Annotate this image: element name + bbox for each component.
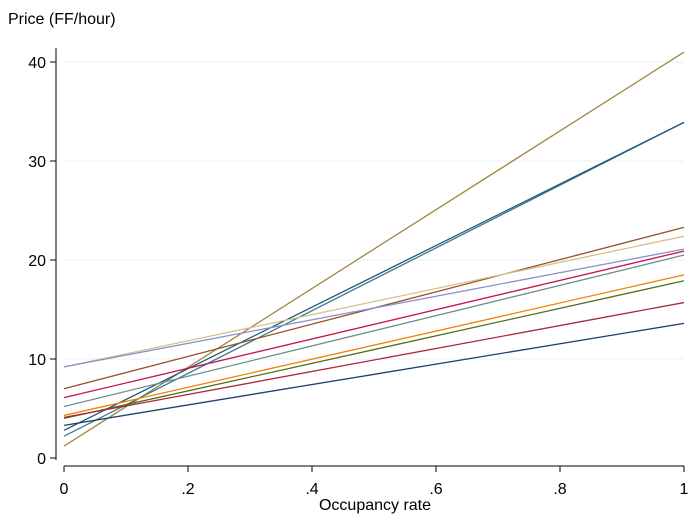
y-axis-title: Price (FF/hour): [8, 11, 116, 28]
series-line-6: [63, 248, 685, 368]
series-line-11: [63, 301, 685, 419]
series-line-3: [63, 121, 685, 431]
gridlines: [64, 61, 684, 360]
x-tick-label-0: 0: [60, 481, 69, 498]
x-axis-title: Occupancy rate: [319, 497, 431, 514]
y-tick-label-2: 20: [28, 253, 46, 270]
x-tick-label-4: .8: [553, 481, 566, 498]
y-tick-label-3: 30: [28, 154, 46, 171]
series-line-10: [63, 280, 685, 420]
axes: 0 10 20 30 40 0 .2 .4 .6 .8 1: [28, 48, 689, 498]
x-tick-label-3: .6: [429, 481, 442, 498]
series-line-5: [63, 235, 685, 368]
x-tick-label-2: .4: [305, 481, 318, 498]
series-line-9: [63, 274, 685, 417]
x-tick-label-5: 1: [680, 481, 689, 498]
series-lines: [63, 51, 685, 447]
series-line-1: [63, 51, 685, 447]
series-line-7: [63, 250, 685, 399]
y-tick-label-4: 40: [28, 55, 46, 72]
y-tick-label-1: 10: [28, 352, 46, 369]
x-tick-label-1: .2: [181, 481, 194, 498]
series-line-2: [63, 121, 685, 437]
series-line-8: [63, 254, 685, 408]
series-line-12: [63, 322, 685, 426]
y-tick-label-0: 0: [37, 451, 46, 468]
